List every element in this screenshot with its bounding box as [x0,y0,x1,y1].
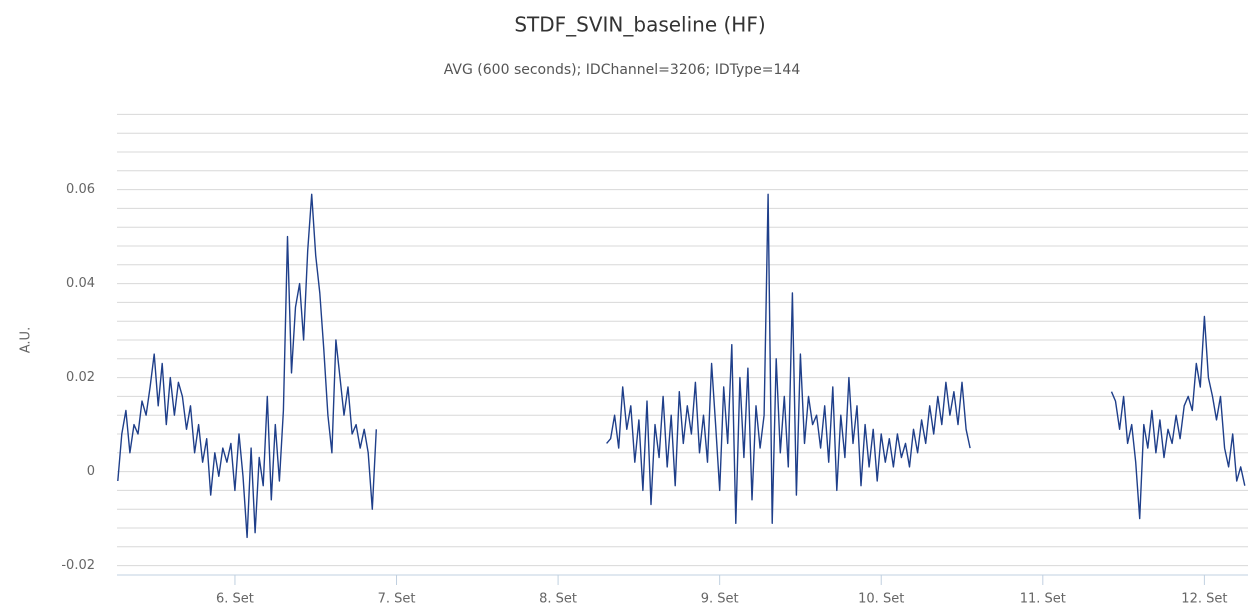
chart-subtitle: AVG (600 seconds); IDChannel=3206; IDTyp… [444,62,801,78]
x-tick-label: 6. Set [216,592,254,607]
chart-title: STDF_SVIN_baseline (HF) [514,13,765,37]
y-tick-label: 0 [87,464,95,479]
x-tick-label: 8. Set [539,592,577,607]
x-tick-label: 12. Set [1181,592,1227,607]
x-tick-label: 11. Set [1020,592,1066,607]
x-tick-label: 10. Set [858,592,904,607]
y-axis-label: A.U. [19,327,34,353]
data-line [117,193,1246,539]
x-tick-label: 9. Set [701,592,739,607]
x-tick-label: 7. Set [378,592,416,607]
y-tick-label: -0.02 [61,558,95,573]
y-tick-label: 0.06 [66,182,95,197]
y-tick-label: 0.04 [66,276,95,291]
y-tick-label: 0.02 [66,370,95,385]
